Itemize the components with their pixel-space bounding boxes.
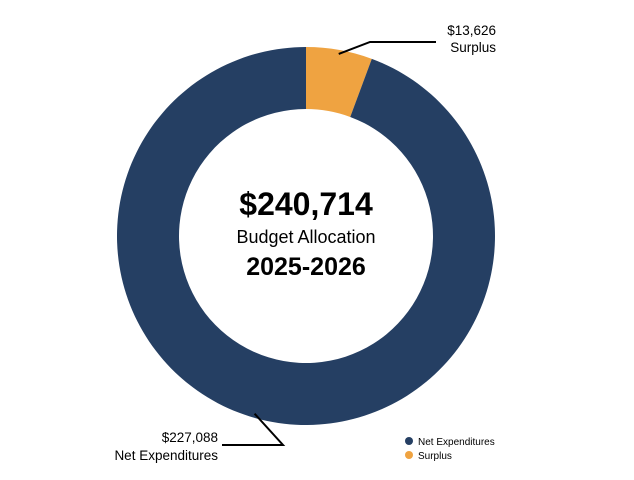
legend-label-surplus: Surplus [418, 451, 452, 462]
callout-label-net-expenditures: Net Expenditures [114, 448, 218, 463]
center-caption: Budget Allocation [236, 227, 375, 247]
callout-value-surplus: $13,626 [447, 23, 496, 38]
leader-line-net-expenditures [222, 413, 286, 446]
slice-net-expenditures [116, 47, 495, 425]
legend: Net Expenditures Surplus [405, 437, 495, 462]
slice-callouts: $13,626 Surplus $227,088 Net Expenditures [114, 23, 496, 463]
callout-value-net-expenditures: $227,088 [162, 430, 218, 445]
legend-swatch-surplus [405, 451, 413, 459]
leader-line-surplus [338, 41, 436, 55]
legend-swatch-net-expenditures [405, 437, 413, 445]
slice-surplus [306, 47, 372, 117]
donut-slices [116, 47, 495, 425]
legend-label-net-expenditures: Net Expenditures [418, 437, 495, 448]
callout-label-surplus: Surplus [450, 40, 496, 55]
center-period: 2025-2026 [246, 253, 366, 281]
center-total-value: $240,714 [239, 186, 373, 222]
